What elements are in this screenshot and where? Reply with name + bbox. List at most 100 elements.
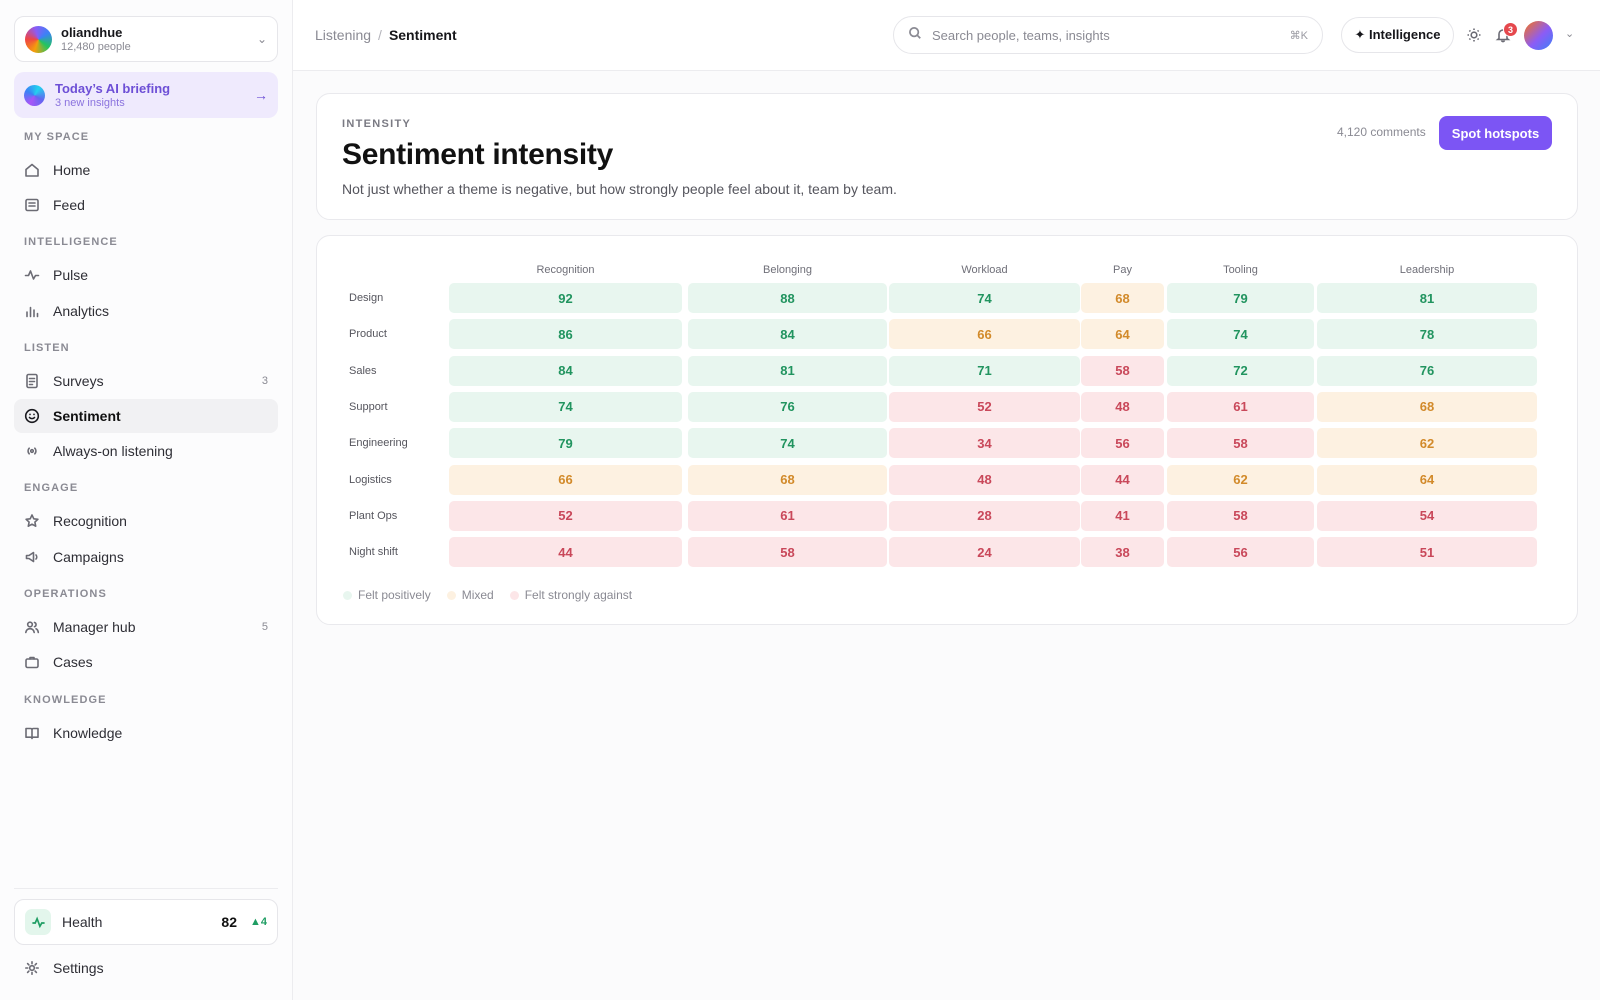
heatmap-cell[interactable]: 52 (449, 500, 682, 531)
heatmap-cell[interactable]: 44 (1081, 464, 1164, 495)
heatmap-cell[interactable]: 92 (449, 283, 682, 313)
heatmap-cell[interactable]: 76 (688, 391, 887, 422)
sidebar-item-recognition[interactable]: Recognition (14, 504, 278, 538)
heatmap-cell[interactable]: 68 (688, 464, 887, 495)
heatmap-cell[interactable]: 54 (1317, 500, 1537, 531)
heatmap-cell[interactable]: 81 (1317, 283, 1537, 313)
legend-label: Felt strongly against (524, 588, 633, 602)
heatmap-cell[interactable]: 66 (449, 464, 682, 495)
heatmap-cell[interactable]: 64 (1317, 464, 1537, 495)
heatmap-cell[interactable]: 68 (1317, 391, 1537, 422)
heatmap-cell[interactable]: 58 (1167, 500, 1314, 531)
sidebar-item-knowledge[interactable]: Knowledge (14, 716, 278, 750)
sidebar-item-label: Pulse (53, 267, 89, 283)
sidebar-item-label: Home (53, 162, 91, 178)
ai-briefing-card[interactable]: Today’s AI briefing 3 new insights → (14, 72, 278, 118)
heatmap-cell[interactable]: 88 (688, 283, 887, 313)
heatmap-cell[interactable]: 62 (1317, 428, 1537, 459)
heatmap-cell[interactable]: 79 (449, 428, 682, 459)
sidebar-item-manager-hub[interactable]: Manager hub 5 (14, 610, 278, 644)
sidebar-item-label: Sentiment (53, 408, 121, 424)
heatmap-cell[interactable]: 86 (449, 319, 682, 350)
search-input[interactable]: Search people, teams, insights ⌘K (893, 16, 1323, 54)
health-card[interactable]: Health 82 ▲4 (14, 899, 278, 945)
intelligence-button[interactable]: ✦ Intelligence (1341, 17, 1454, 53)
user-avatar[interactable] (1524, 21, 1553, 50)
heatmap-legend: Felt positively Mixed Felt strongly agai… (343, 588, 648, 602)
heatmap-cell[interactable]: 52 (889, 391, 1080, 422)
legend-item-positive: Felt positively (343, 588, 431, 602)
column-header: Workload (961, 264, 1008, 276)
sidebar-item-campaigns[interactable]: Campaigns (14, 540, 278, 574)
org-logo (25, 25, 52, 53)
heatmap-cell[interactable]: 62 (1167, 464, 1314, 495)
heatmap-cell[interactable]: 48 (889, 464, 1080, 495)
heatmap-cell[interactable]: 56 (1167, 537, 1314, 568)
legend-item-negative: Felt strongly against (509, 588, 633, 602)
heatmap-cell[interactable]: 74 (1167, 319, 1314, 350)
heatmap-cell[interactable]: 58 (1081, 355, 1164, 386)
heatmap-cell[interactable]: 66 (889, 319, 1080, 350)
sidebar-item-home[interactable]: Home (14, 153, 278, 187)
heatmap-cell[interactable]: 58 (1167, 428, 1314, 459)
sidebar-item-surveys[interactable]: Surveys 3 (14, 364, 278, 398)
sidebar-item-cases[interactable]: Cases (14, 645, 278, 679)
row-header: Engineering (349, 437, 408, 450)
sidebar-item-analytics[interactable]: Analytics (14, 294, 278, 328)
heatmap-cell[interactable]: 72 (1167, 355, 1314, 386)
sidebar-item-label: Campaigns (53, 549, 124, 565)
heatmap-cell[interactable]: 76 (1317, 355, 1537, 386)
sidebar-item-settings[interactable]: Settings (14, 951, 278, 985)
heatmap-cell[interactable]: 68 (1081, 283, 1164, 313)
heatmap-cell[interactable]: 74 (449, 391, 682, 422)
heatmap-cell[interactable]: 79 (1167, 283, 1314, 313)
heatmap-cell[interactable]: 48 (1081, 391, 1164, 422)
legend-swatch (509, 590, 519, 600)
heatmap-cell[interactable]: 74 (688, 428, 887, 459)
ai-orb-icon (24, 84, 45, 106)
manager-hub-count: 5 (261, 621, 268, 633)
surveys-count: 3 (261, 375, 268, 387)
heatmap-cell[interactable]: 24 (889, 537, 1080, 568)
heatmap-cell[interactable]: 28 (889, 500, 1080, 531)
sidebar-divider (14, 888, 278, 889)
heatmap-cell[interactable]: 44 (449, 537, 682, 568)
sidebar-item-label: Feed (53, 197, 85, 213)
section-my-space: MY SPACE (24, 131, 90, 143)
heatmap-cell[interactable]: 61 (688, 500, 887, 531)
sidebar-item-pulse[interactable]: Pulse (14, 258, 278, 292)
sidebar-item-label: Recognition (53, 513, 127, 529)
org-switcher[interactable]: oliandhue 12,480 people ⌄ (14, 16, 278, 62)
heatmap-cell[interactable]: 78 (1317, 319, 1537, 350)
briefing-title: Today’s AI briefing (55, 81, 171, 96)
sidebar-item-label: Manager hub (53, 619, 136, 635)
org-people-count: 12,480 people (61, 41, 131, 53)
sidebar-item-sentiment[interactable]: Sentiment (14, 399, 278, 433)
theme-toggle-sun-icon[interactable] (1466, 27, 1482, 43)
heatmap-cell[interactable]: 84 (449, 355, 682, 386)
heatmap-cell[interactable]: 64 (1081, 319, 1164, 350)
sidebar-item-feed[interactable]: Feed (14, 188, 278, 222)
heatmap-cell[interactable]: 58 (688, 537, 887, 568)
heatmap-cell[interactable]: 71 (889, 355, 1080, 386)
heatmap-cell[interactable]: 41 (1081, 500, 1164, 531)
sidebar-item-always-on-listening[interactable]: Always-on listening (14, 434, 278, 468)
search-placeholder: Search people, teams, insights (932, 27, 1110, 43)
chevron-down-icon[interactable]: ⌄ (1565, 28, 1575, 40)
heatmap-cell[interactable]: 38 (1081, 537, 1164, 568)
heatmap-cell[interactable]: 84 (688, 319, 887, 350)
column-header: Leadership (1399, 264, 1455, 276)
heatmap-cell[interactable]: 56 (1081, 428, 1164, 459)
heatmap-cell[interactable]: 74 (889, 283, 1080, 313)
heatmap-cell[interactable]: 34 (889, 428, 1080, 459)
users-icon (24, 619, 40, 635)
row-header: Sales (349, 364, 377, 377)
heatmap-cell[interactable]: 81 (688, 355, 887, 386)
column-header: Belonging (763, 264, 812, 276)
heatmap-cell[interactable]: 61 (1167, 391, 1314, 422)
comments-count: 4,120 comments (1337, 125, 1426, 139)
heatmap-cell[interactable]: 51 (1317, 537, 1537, 568)
breadcrumb-parent[interactable]: Listening (315, 27, 372, 43)
section-knowledge: KNOWLEDGE (24, 694, 107, 706)
spot-hotspots-button[interactable]: Spot hotspots (1439, 116, 1552, 150)
